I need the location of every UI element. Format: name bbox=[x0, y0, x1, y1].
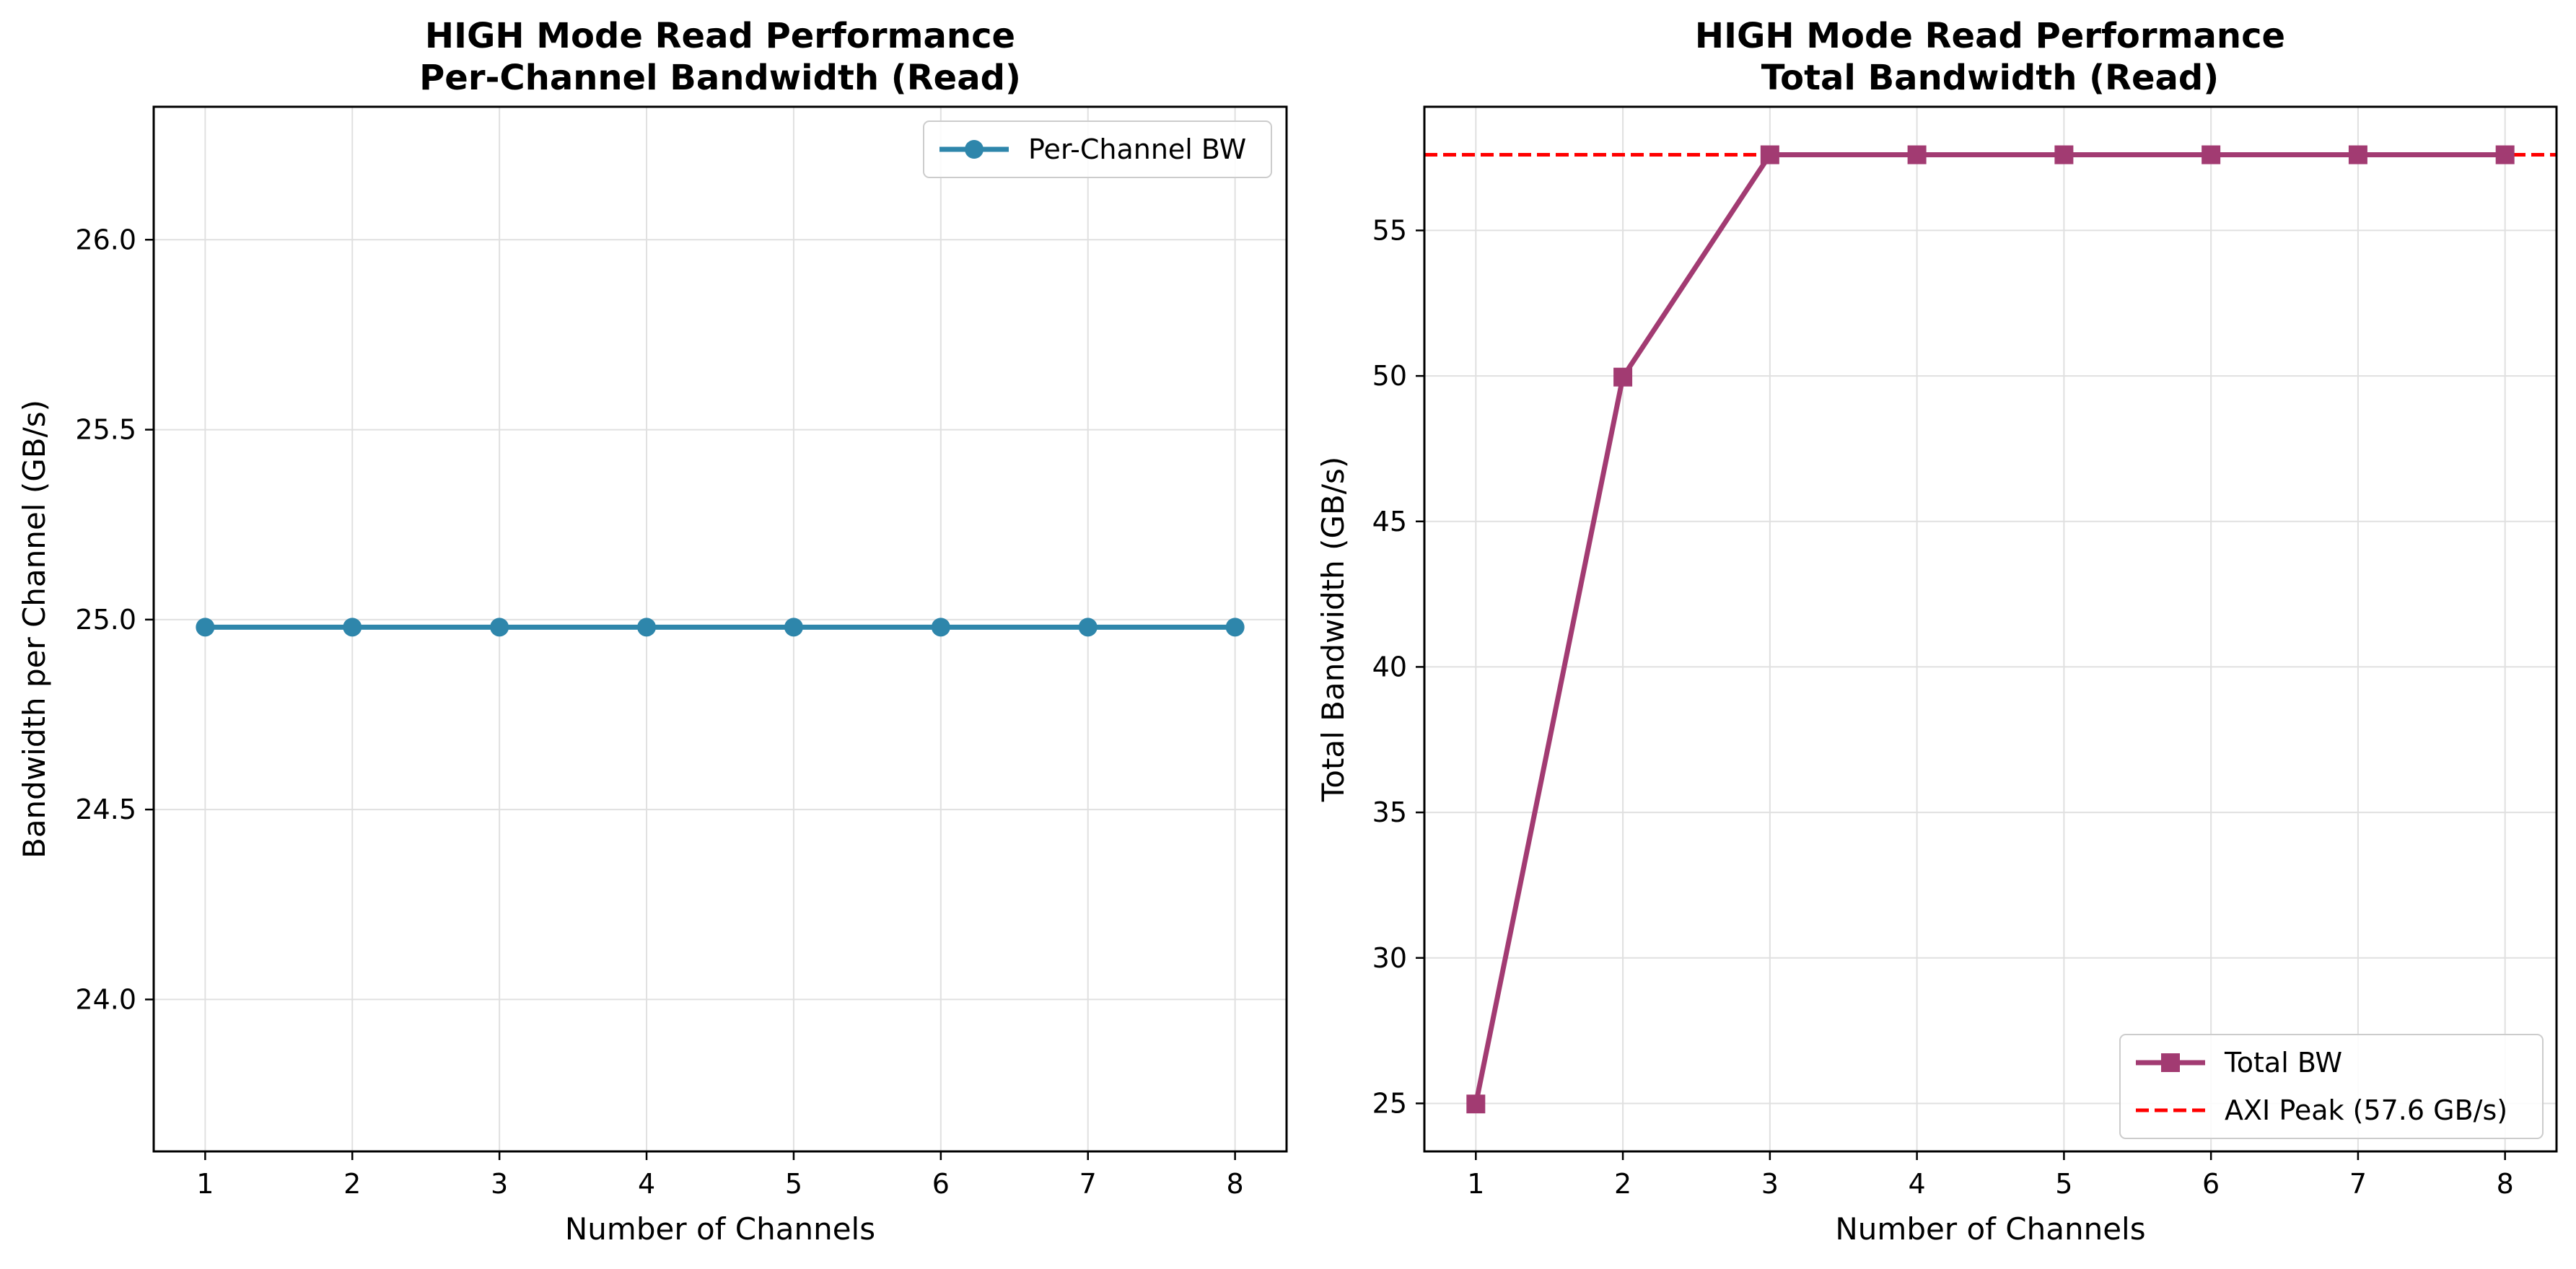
y-tick-label: 35 bbox=[1372, 796, 1407, 828]
chart-1: 1 2 3 4 5 6 7 8 24.0 24.5 25.0 25.5 26.0 Number of Ch… bbox=[17, 16, 1288, 1247]
data-point bbox=[2348, 145, 2367, 164]
data-point bbox=[1907, 145, 1927, 164]
x-tick-label: 3 bbox=[491, 1168, 508, 1200]
x-tick-label: 7 bbox=[1079, 1168, 1097, 1200]
x-axis-label: Number of Channels bbox=[1835, 1211, 2145, 1247]
y-tick-label: 24.0 bbox=[75, 983, 136, 1015]
data-point bbox=[2202, 145, 2221, 164]
y-tick-label: 25 bbox=[1372, 1087, 1407, 1119]
data-point bbox=[1613, 367, 1633, 387]
legend-box bbox=[2119, 1034, 2544, 1139]
x-tick-label: 2 bbox=[1614, 1168, 1631, 1200]
data-point bbox=[1760, 145, 1779, 164]
x-tick-label: 5 bbox=[2055, 1168, 2072, 1200]
x-axis-label: Number of Channels bbox=[565, 1211, 875, 1247]
legend-label: AXI Peak (57.6 GB/s) bbox=[2225, 1094, 2507, 1126]
chart-title: HIGH Mode Read Performance Per-Channel Ba… bbox=[419, 16, 1021, 98]
x-tick-label: 1 bbox=[1467, 1168, 1484, 1200]
legend-label: Per-Channel BW bbox=[1028, 133, 1246, 165]
y-tick-label: 24.5 bbox=[75, 794, 136, 825]
y-tick-label: 25.0 bbox=[75, 604, 136, 636]
y-tick-label: 25.5 bbox=[75, 414, 136, 446]
x-tick-label: 5 bbox=[785, 1168, 802, 1200]
data-point bbox=[343, 618, 362, 637]
data-point bbox=[1466, 1094, 1486, 1114]
data-point bbox=[2054, 145, 2074, 164]
legend-marker bbox=[2161, 1053, 2180, 1072]
x-tick-label: 1 bbox=[196, 1168, 214, 1200]
legend-label: Total BW bbox=[2224, 1047, 2342, 1079]
data-point bbox=[2495, 145, 2515, 164]
data-point bbox=[196, 618, 215, 637]
data-point bbox=[1078, 618, 1098, 637]
x-tick-label: 7 bbox=[2349, 1168, 2367, 1200]
y-tick-label: 45 bbox=[1372, 506, 1407, 537]
x-tick-label: 8 bbox=[1227, 1168, 1244, 1200]
x-tick-label: 4 bbox=[1909, 1168, 1926, 1200]
data-point bbox=[1225, 618, 1245, 637]
data-point bbox=[931, 618, 950, 637]
legend: Total BW AXI Peak (57.6 GB/s) bbox=[2119, 1034, 2544, 1139]
legend: Per-Channel BW bbox=[923, 120, 1272, 178]
x-tick-label: 4 bbox=[638, 1168, 655, 1200]
legend-box bbox=[923, 120, 1272, 178]
y-axis-label: Bandwidth per Channel (GB/s) bbox=[17, 400, 52, 859]
legend-marker bbox=[965, 140, 983, 159]
y-tick-label: 40 bbox=[1372, 651, 1407, 682]
x-tick-label: 6 bbox=[932, 1168, 950, 1200]
y-tick-label: 50 bbox=[1372, 360, 1407, 392]
y-tick-label: 26.0 bbox=[75, 224, 136, 255]
y-tick-label: 30 bbox=[1372, 942, 1407, 974]
series-line bbox=[1473, 152, 2505, 1105]
y-tick-label: 55 bbox=[1372, 214, 1407, 246]
axes-frame bbox=[152, 105, 1288, 1153]
data-point bbox=[637, 618, 657, 637]
y-axis-label: Total Bandwidth (GB/s) bbox=[1315, 457, 1351, 803]
data-point bbox=[784, 618, 803, 637]
x-tick-label: 2 bbox=[343, 1168, 361, 1200]
chart-title: HIGH Mode Read Performance Total Bandwidt… bbox=[1695, 16, 2285, 98]
axes-frame bbox=[1423, 105, 2558, 1153]
x-tick-label: 3 bbox=[1761, 1168, 1779, 1200]
x-tick-label: 6 bbox=[2202, 1168, 2220, 1200]
x-tick-label: 8 bbox=[2497, 1168, 2514, 1200]
data-point bbox=[490, 618, 509, 637]
